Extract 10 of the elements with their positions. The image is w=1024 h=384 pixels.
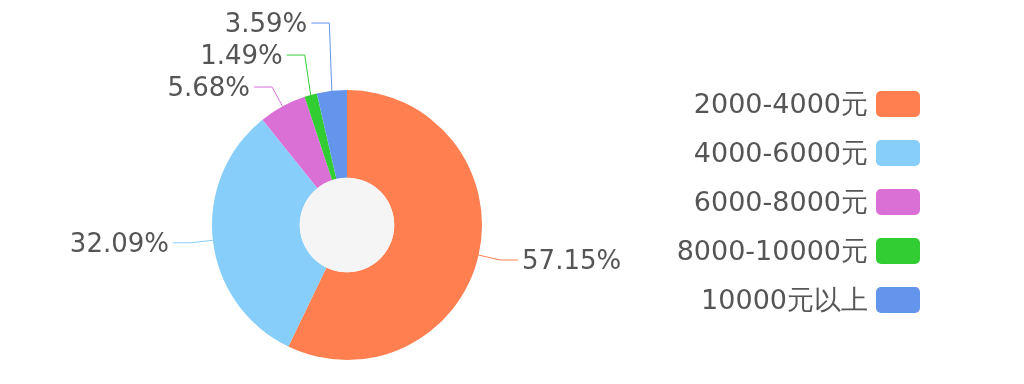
legend-label: 8000-10000元 [676,235,868,266]
data-label: 57.15% [522,244,622,275]
data-label: 1.49% [200,40,283,71]
legend-label: 2000-4000元 [693,88,868,119]
legend-label: 4000-6000元 [693,137,868,168]
data-label: 32.09% [69,227,170,258]
legend-label: 6000-8000元 [693,186,868,217]
legend-label: 10000元以上 [701,284,868,315]
data-label: 5.68% [167,72,251,103]
data-label: 3.59% [224,8,308,39]
